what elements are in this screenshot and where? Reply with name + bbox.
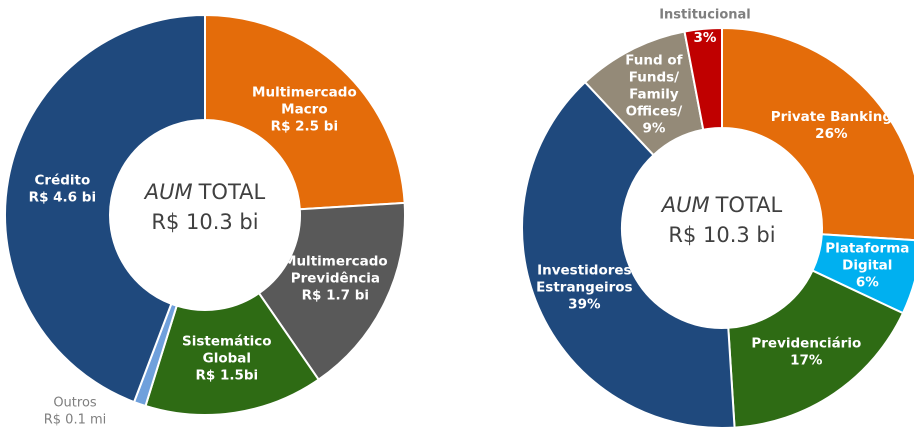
slice-label: Funds/ xyxy=(629,69,679,85)
slice-label: Estrangeiros xyxy=(536,280,633,296)
slice-label: Offices/ xyxy=(626,103,683,119)
center-title-em: AUM xyxy=(143,180,193,204)
center-title: AUM TOTAL xyxy=(143,180,266,204)
slice-label: Crédito xyxy=(35,172,91,188)
donut-slice xyxy=(521,80,736,429)
slice-label: Previdenciário xyxy=(751,336,861,352)
center-title-em: AUM xyxy=(660,193,710,217)
donut-slice xyxy=(144,291,321,416)
slice-label: Outros xyxy=(53,396,97,411)
slice-value-label: 17% xyxy=(790,353,823,369)
slice-label: Investidores xyxy=(537,263,632,279)
donut-slice xyxy=(204,13,406,211)
slice-label: Fund of xyxy=(625,52,682,68)
slice-value-label: R$ 1.5bi xyxy=(195,367,258,383)
slice-label: Sistemático xyxy=(182,333,272,349)
slice-label: Multimercado xyxy=(283,253,388,269)
slice-label: Private Banking xyxy=(771,109,892,125)
slice-label: Macro xyxy=(281,101,327,117)
center-value: R$ 10.3 bi xyxy=(151,210,258,234)
slice-value-label: 39% xyxy=(568,297,601,313)
slice-value-label: R$ 0.1 mi xyxy=(44,413,107,428)
donut-slice xyxy=(683,26,723,131)
slice-value-label: R$ 4.6 bi xyxy=(29,189,96,205)
donut-slice xyxy=(727,269,905,429)
center-value: R$ 10.3 bi xyxy=(668,223,775,247)
slice-label: Family xyxy=(629,86,679,102)
donut-slice xyxy=(4,13,206,404)
donut-slice xyxy=(257,201,406,381)
slice-label: Previdência xyxy=(291,270,380,286)
slice-value-label: 3% xyxy=(694,30,717,46)
slice-value-label: R$ 2.5 bi xyxy=(271,118,338,134)
center-title: AUM TOTAL xyxy=(660,193,783,217)
slice-value-label: 26% xyxy=(815,126,848,142)
center-title-text: TOTAL xyxy=(715,193,783,217)
slice-value-label: R$ 1.7 bi xyxy=(302,287,369,303)
center-title-text: TOTAL xyxy=(198,180,266,204)
slice-label: Digital xyxy=(842,257,892,273)
slice-label: Plataforma xyxy=(825,240,909,256)
slice-label: Institucional xyxy=(659,8,751,23)
slice-value-label: 6% xyxy=(856,274,879,290)
slice-value-label: 9% xyxy=(642,120,665,136)
donut-slice xyxy=(721,26,914,242)
slice-label: Multimercado xyxy=(252,84,357,100)
slice-label: Global xyxy=(203,350,251,366)
